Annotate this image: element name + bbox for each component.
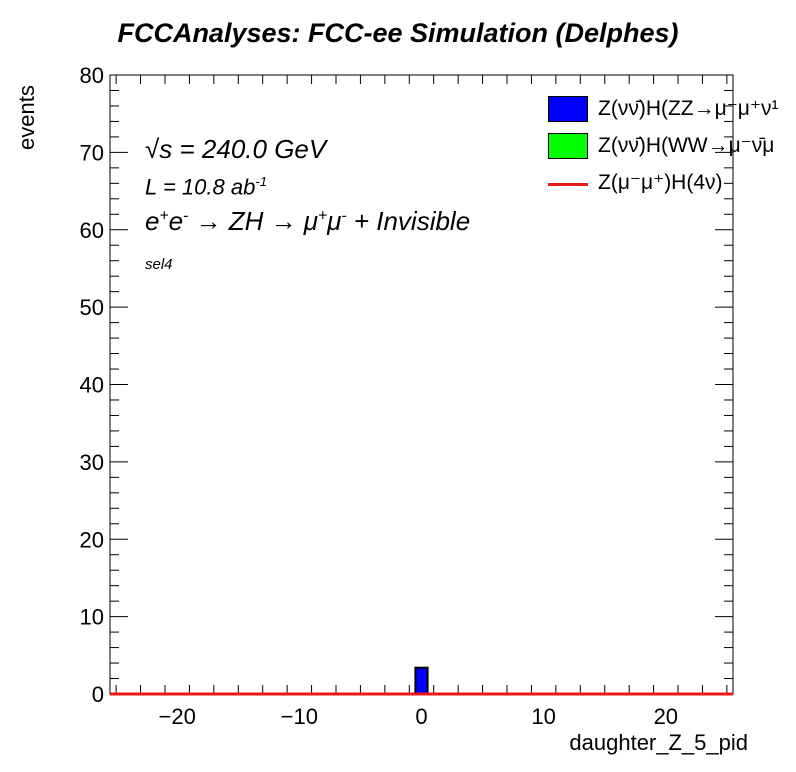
process-part: + (318, 207, 328, 225)
bar-0 (414, 666, 429, 696)
process-part: μ (327, 206, 342, 236)
legend-swatch-ww (548, 133, 588, 159)
y-tick-label: 70 (80, 140, 104, 165)
y-tick-label: 20 (80, 527, 104, 552)
sqrt-s-symbol: √s (145, 134, 173, 164)
process-part: + (159, 207, 169, 225)
process-part: e (168, 206, 184, 236)
x-tick-label: −20 (159, 704, 196, 729)
x-tick-label: 10 (531, 704, 555, 729)
y-tick-label: 30 (80, 450, 104, 475)
process-part: e (145, 206, 160, 236)
y-tick-label: 10 (80, 605, 104, 630)
luminosity-exponent: -1 (255, 174, 268, 189)
process-annotation: e+e- → ZH → μ+μ- + Invisible (145, 206, 470, 237)
y-tick-label: 0 (92, 682, 104, 707)
process-part: → ZH → μ (188, 206, 319, 236)
y-axis-label: events (14, 85, 39, 150)
luminosity-annotation: L = 10.8 ab-1 (145, 174, 267, 200)
luminosity-value: L = 10.8 ab (145, 174, 256, 200)
y-tick-label: 40 (80, 373, 104, 398)
process-part: - (341, 207, 347, 225)
legend-swatch-zz (548, 96, 588, 122)
legend-label-zz: Z(νν̄)H(ZZ→μ⁻μ⁺ν¹ (598, 97, 779, 120)
x-tick-label: −10 (281, 704, 318, 729)
process-part: - (183, 207, 189, 225)
x-tick-label: 20 (654, 704, 678, 729)
y-tick-label: 50 (80, 295, 104, 320)
legend: Z(νν̄)H(ZZ→μ⁻μ⁺ν¹ Z(νν̄)H(WW→μ⁻ν̄μ Z(μ⁻μ… (540, 92, 796, 202)
y-tick-label: 80 (80, 63, 104, 88)
y-tick-label: 60 (80, 218, 104, 243)
legend-label-4nu: Z(μ⁻μ⁺)H(4ν) (598, 171, 723, 194)
x-axis-label: daughter_Z_5_pid (569, 730, 748, 755)
legend-line-4nu (548, 183, 588, 186)
chart-title: FCCAnalyses: FCC-ee Simulation (Delphes) (117, 18, 679, 48)
sqrt-s-annotation: √s = 240.0 GeV (145, 134, 326, 165)
process-part: + Invisible (346, 206, 471, 236)
legend-label-ww: Z(νν̄)H(WW→μ⁻ν̄μ (598, 134, 775, 157)
x-tick-label: 0 (415, 704, 427, 729)
sqrt-s-value: = 240.0 GeV (179, 134, 327, 164)
selection-annotation: sel4 (145, 256, 173, 273)
